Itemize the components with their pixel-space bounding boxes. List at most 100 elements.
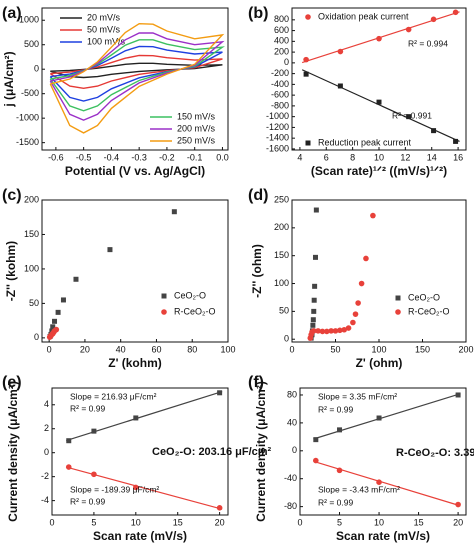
x-tick-label: 0	[297, 517, 302, 527]
marker	[332, 328, 339, 334]
legend-label: 20 mV/s	[87, 12, 121, 22]
x-tick-label: 14	[427, 152, 437, 162]
x-tick-label: 20	[80, 344, 90, 354]
panel-label: (b)	[248, 5, 268, 22]
x-tick-label: 100	[371, 344, 386, 354]
marker	[405, 26, 412, 33]
y-tick-label: 150	[274, 250, 289, 260]
y-tick-label: -2	[41, 471, 49, 481]
x-tick-label: 15	[173, 517, 183, 527]
cv-curve	[49, 39, 225, 112]
marker	[310, 322, 316, 328]
x-axis-label: (Scan rate)¹ᐟ² ((mV/s)¹ᐟ²)	[311, 164, 447, 178]
y-tick-label: 80	[287, 389, 297, 399]
x-tick-label: -0.5	[76, 152, 92, 162]
marker	[50, 324, 56, 330]
marker	[358, 280, 365, 287]
marker	[337, 48, 344, 55]
marker	[336, 467, 343, 474]
x-axis-label: Z' (ohm)	[356, 356, 403, 370]
marker	[453, 138, 459, 144]
y-tick-label: 800	[274, 14, 289, 24]
x-tick-label: 80	[187, 344, 197, 354]
marker	[91, 471, 97, 478]
marker	[363, 255, 369, 262]
x-tick-label: 12	[400, 152, 410, 162]
y-tick-label: 200	[24, 194, 39, 204]
legend-label: CeO₂-O	[174, 290, 206, 300]
annotation: R² = 0.99	[70, 403, 105, 413]
marker	[303, 71, 309, 77]
annotation: Slope = 216.93 μF/cm²	[70, 391, 157, 401]
y-tick-label: 0	[34, 64, 39, 74]
y-tick-label: 100	[24, 263, 39, 273]
y-axis-label: -Z'' (kohm)	[4, 241, 18, 301]
y-tick-label: -800	[271, 100, 289, 110]
x-tick-label: 6	[324, 152, 329, 162]
y-tick-label: -1000	[16, 113, 39, 123]
annotation: Slope = -189.39 μF/cm²	[70, 484, 159, 494]
marker	[217, 390, 223, 396]
plot-frame	[291, 7, 467, 151]
annotation: R² = 0.99	[70, 496, 105, 506]
y-tick-label: -500	[21, 88, 39, 98]
y-tick-label: 500	[24, 39, 39, 49]
y-tick-label: 1000	[19, 15, 39, 25]
x-tick-label: 20	[453, 517, 463, 527]
marker	[337, 427, 343, 433]
y-tick-label: -1400	[266, 133, 289, 143]
panel-label: (a)	[2, 5, 22, 22]
legend-label: 50 mV/s	[87, 24, 121, 34]
y-tick-label: 0	[292, 445, 297, 455]
x-tick-label: -0.6	[48, 152, 64, 162]
y-tick-label: 50	[279, 306, 289, 316]
marker	[324, 328, 330, 335]
marker	[370, 212, 376, 219]
cv-curve	[49, 22, 225, 134]
y-tick-label: 2	[44, 423, 49, 433]
y-tick-label: -400	[271, 79, 289, 89]
marker	[350, 319, 356, 326]
y-tick-label: 40	[287, 417, 297, 427]
marker	[337, 83, 343, 89]
x-tick-label: -0.2	[159, 152, 175, 162]
y-tick-label: 50	[29, 298, 39, 308]
y-axis-label: -Z'' (ohm)	[250, 244, 264, 298]
annotation: CeO₂-O: 203.16 μF/cm²	[152, 446, 272, 458]
annotation: R² = 0.991	[392, 110, 432, 120]
annotation: R-CeO₂-O: 3.39 mF/cm²	[396, 447, 474, 459]
marker	[216, 505, 223, 511]
y-tick-label: 0	[34, 332, 39, 342]
x-tick-label: 10	[374, 517, 384, 527]
y-tick-label: 200	[274, 222, 289, 232]
y-tick-label: -1600	[266, 143, 289, 153]
marker	[133, 415, 139, 421]
marker	[455, 392, 461, 398]
panel-label: (d)	[248, 187, 268, 204]
legend-label: 150 mV/s	[177, 111, 216, 121]
x-axis-label: Potential (V vs. Ag/AgCl)	[65, 164, 205, 178]
x-tick-label: 60	[151, 344, 161, 354]
panel-label: (c)	[2, 187, 22, 204]
marker	[303, 56, 309, 63]
marker	[60, 297, 66, 303]
marker	[107, 247, 113, 253]
x-tick-label: 0.0	[216, 152, 229, 162]
legend-label: R-CeO₂-O	[174, 306, 216, 316]
y-tick-label: 600	[274, 25, 289, 35]
marker	[355, 300, 361, 306]
x-tick-label: 0	[49, 517, 54, 527]
panel-label: (f)	[248, 374, 264, 391]
marker	[311, 308, 317, 314]
plot-frame	[291, 199, 467, 343]
legend-swatch	[305, 140, 311, 146]
x-axis-label: Z' (kohm)	[108, 356, 162, 370]
marker	[452, 9, 459, 16]
marker	[341, 326, 348, 333]
y-tick-label: -1500	[16, 137, 39, 147]
x-tick-label: 40	[116, 344, 126, 354]
legend-swatch	[305, 14, 311, 20]
x-tick-label: -0.3	[131, 152, 147, 162]
marker	[430, 16, 437, 23]
cv-curve	[49, 32, 225, 121]
